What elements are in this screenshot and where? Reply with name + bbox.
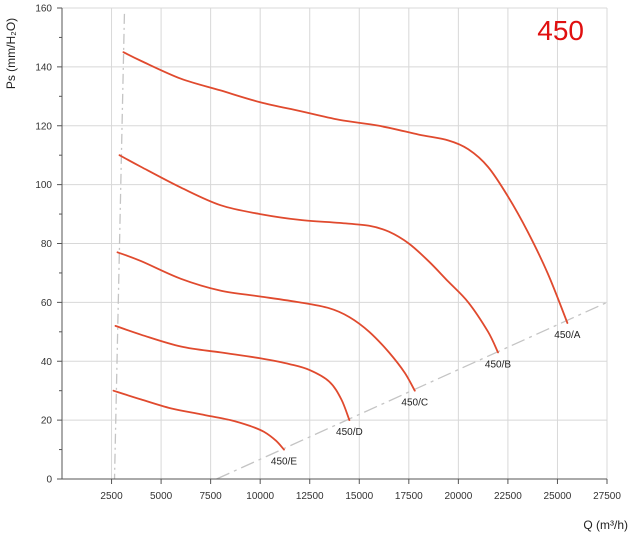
x-tick-label-5: 15000 <box>345 491 373 502</box>
y-tick-label-6: 120 <box>35 121 52 132</box>
y-tick-label-1: 20 <box>41 416 53 427</box>
boundary-line-1 <box>216 301 608 480</box>
y-tick-label-0: 0 <box>46 475 52 486</box>
chart-title: 450 <box>537 15 584 46</box>
series-labels: 450/A 450/B 450/C 450/D 450/E <box>271 330 581 468</box>
x-axis-label: Q (m³/h) <box>583 518 628 532</box>
series-curve-450-d <box>114 325 351 421</box>
series-label-450-a: 450/A <box>554 330 580 341</box>
series-curve-450-e <box>112 389 285 451</box>
x-tick-label-10: 27500 <box>593 491 621 502</box>
x-tick-label-9: 25000 <box>544 491 572 502</box>
y-tick-label-4: 80 <box>41 239 53 250</box>
x-tick-label-2: 7500 <box>200 491 223 502</box>
series-curves <box>112 51 569 451</box>
y-tick-label-7: 140 <box>35 62 52 73</box>
x-tick-label-7: 20000 <box>444 491 472 502</box>
boundary-line-0 <box>113 13 126 480</box>
y-tick-label-2: 40 <box>41 357 53 368</box>
x-tick-label-1: 5000 <box>150 491 173 502</box>
y-axis-ticks: 0 20 40 60 80 100 120 140 160 <box>35 4 62 486</box>
series-curve-450-a <box>122 51 569 324</box>
boundary-lines <box>113 13 608 480</box>
y-tick-label-8: 160 <box>35 4 52 15</box>
grid-lines <box>62 7 608 479</box>
series-label-450-c: 450/C <box>401 398 428 409</box>
series-label-450-d: 450/D <box>336 427 363 438</box>
series-label-450-b: 450/B <box>485 359 511 370</box>
y-tick-label-3: 60 <box>41 298 53 309</box>
x-axis-ticks: 2500 5000 7500 10000 12500 15000 17500 20000 225… <box>100 479 621 502</box>
series-curve-450-b <box>118 154 499 354</box>
x-tick-label-4: 12500 <box>296 491 324 502</box>
series-curve-450-c <box>116 251 416 392</box>
x-tick-label-6: 17500 <box>395 491 423 502</box>
x-tick-label-8: 22500 <box>494 491 522 502</box>
y-axis-label: Ps (mm/H₂O) <box>4 18 18 89</box>
x-tick-label-0: 2500 <box>100 491 123 502</box>
x-tick-label-3: 10000 <box>246 491 274 502</box>
series-label-450-e: 450/E <box>271 457 297 468</box>
y-tick-label-5: 100 <box>35 180 52 191</box>
